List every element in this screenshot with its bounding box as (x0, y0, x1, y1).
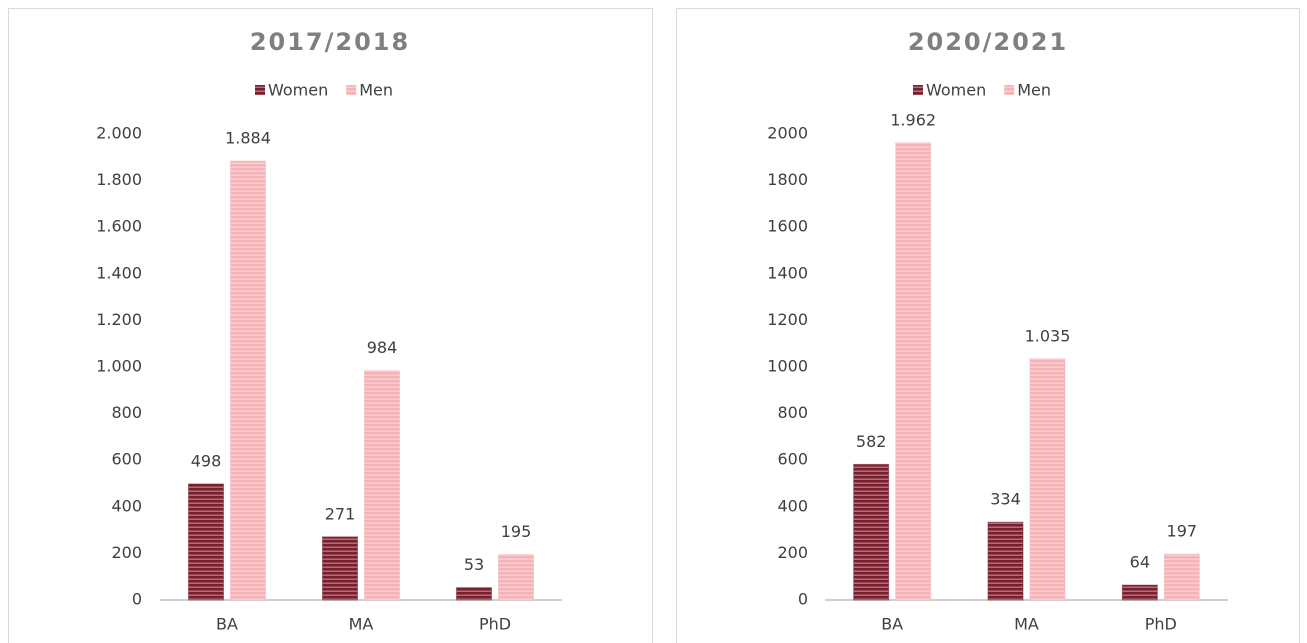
legend-swatch (255, 85, 265, 95)
y-tick-label: 1200 (767, 310, 808, 329)
legend-swatch (913, 85, 923, 95)
y-tick-label: 1.600 (96, 217, 142, 236)
data-label: 582 (856, 432, 887, 451)
data-label: 195 (501, 522, 532, 541)
bar (230, 160, 266, 601)
data-label: 64 (1130, 553, 1150, 572)
x-tick-label: PhD (479, 615, 511, 634)
bar (1029, 358, 1066, 601)
legend-label: Women (268, 81, 328, 100)
y-tick-label: 200 (777, 543, 808, 562)
y-tick-label: 1.400 (96, 263, 142, 282)
x-tick-label: BA (216, 615, 238, 634)
bar (456, 587, 492, 601)
bar (1121, 584, 1158, 601)
y-tick-label: 600 (111, 450, 142, 469)
bar (498, 554, 534, 601)
legend-label: Men (359, 81, 393, 100)
bar (322, 536, 358, 601)
y-tick-label: 2.000 (96, 124, 142, 143)
bar (853, 463, 890, 601)
data-label: 197 (1167, 522, 1198, 541)
data-label: 1.035 (1025, 326, 1071, 345)
x-tick-label: MA (349, 615, 374, 634)
y-tick-label: 600 (777, 450, 808, 469)
legend-label: Men (1017, 81, 1051, 100)
y-tick-label: 1.200 (96, 310, 142, 329)
y-tick-label: 800 (777, 403, 808, 422)
bar (895, 142, 932, 601)
data-label: 53 (464, 555, 484, 574)
x-tick-label: PhD (1145, 615, 1177, 634)
y-tick-label: 1400 (767, 263, 808, 282)
legend-swatch (346, 85, 357, 95)
legend-swatch (1004, 85, 1015, 95)
data-label: 271 (325, 504, 356, 523)
chart-title: 2020/2021 (908, 28, 1068, 56)
y-tick-label: 1000 (767, 357, 808, 376)
chart-title: 2017/2018 (250, 28, 410, 56)
panel (8, 8, 653, 643)
y-tick-label: 0 (798, 590, 808, 609)
x-tick-label: BA (881, 615, 903, 634)
y-tick-label: 1600 (767, 217, 808, 236)
x-tick-label: MA (1014, 615, 1039, 634)
bar (364, 370, 400, 601)
y-tick-label: 1.000 (96, 357, 142, 376)
data-label: 1.884 (225, 129, 271, 148)
y-tick-label: 400 (777, 496, 808, 515)
panel (676, 8, 1300, 643)
data-label: 334 (990, 490, 1021, 509)
y-tick-label: 1.800 (96, 170, 142, 189)
y-tick-label: 0 (132, 590, 142, 609)
data-label: 1.962 (890, 110, 936, 129)
y-tick-label: 200 (111, 543, 142, 562)
y-tick-label: 1800 (767, 170, 808, 189)
legend-label: Women (926, 81, 986, 100)
y-tick-label: 400 (111, 496, 142, 515)
bar (987, 521, 1024, 601)
y-tick-label: 2000 (767, 124, 808, 143)
data-label: 984 (367, 338, 398, 357)
bar (1163, 553, 1200, 601)
bar (188, 483, 224, 601)
y-tick-label: 800 (111, 403, 142, 422)
data-label: 498 (191, 451, 222, 470)
